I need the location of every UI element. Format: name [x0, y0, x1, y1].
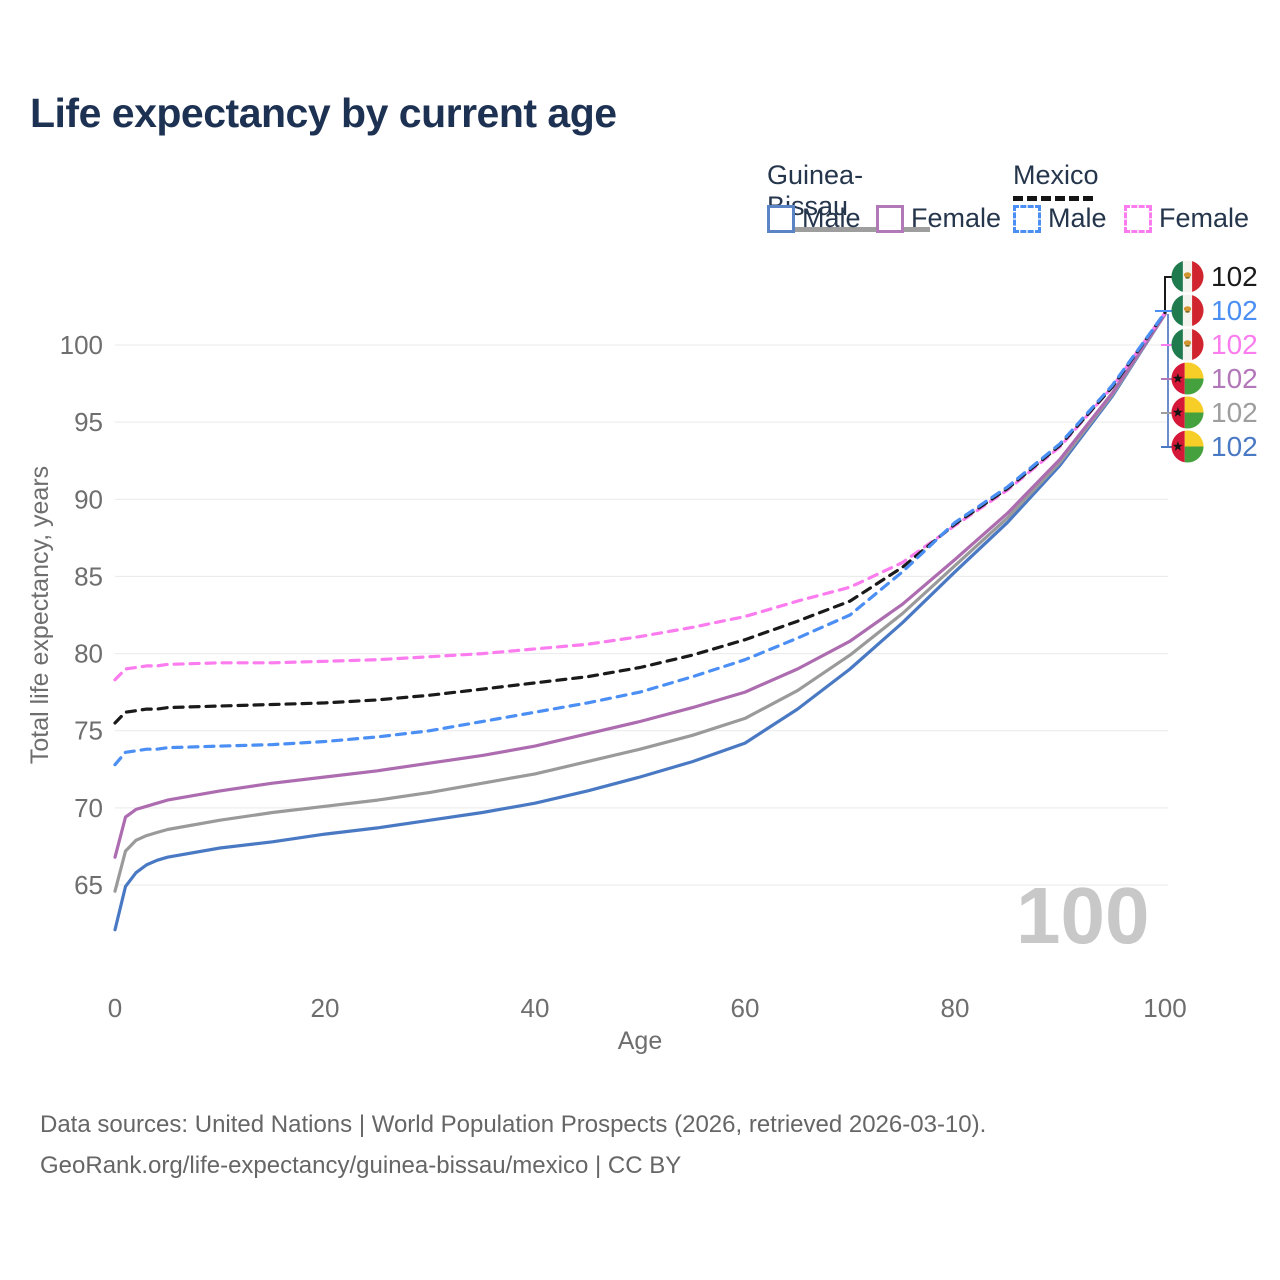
legend-item-mexico-female[interactable]: Female [1124, 203, 1249, 234]
legend-item-guinea-bissau-male[interactable]: Male [767, 203, 861, 234]
end-value: 102 [1211, 294, 1258, 326]
end-label-mexico-female: 102 [1171, 328, 1258, 361]
x-axis-ticks: 0 20 40 60 80 100 [108, 993, 1187, 1023]
guinea-bissau-flag-icon [1171, 396, 1204, 429]
line-mexico-female[interactable] [113, 311, 1167, 682]
mexico-female-swatch-icon[interactable] [1124, 204, 1152, 233]
footer-line-1: Data sources: United Nations | World Pop… [40, 1111, 987, 1138]
end-value: 102 [1211, 362, 1258, 394]
mexico-flag-icon [1171, 328, 1204, 361]
mexico-flag-icon [1171, 260, 1204, 293]
x-axis-title: Age [618, 1027, 662, 1055]
end-value: 102 [1211, 430, 1258, 462]
gridlines [115, 344, 1168, 886]
y-tick-80: 80 [74, 639, 103, 669]
footer-line-2: GeoRank.org/life-expectancy/guinea-bissa… [40, 1152, 682, 1179]
guinea-bissau-flag-icon [1171, 362, 1204, 395]
y-axis-title: Total life expectancy, years [26, 466, 54, 764]
legend-item-guinea-bissau-female[interactable]: Female [876, 203, 1001, 234]
end-value: 102 [1211, 260, 1258, 292]
y-tick-65: 65 [74, 870, 103, 900]
x-tick-80: 80 [941, 993, 970, 1023]
legend-label: Female [1159, 203, 1250, 233]
guinea-bissau-female-swatch-icon[interactable] [876, 204, 904, 233]
y-tick-95: 95 [74, 407, 103, 437]
legend-group-mexico: Mexico [1013, 160, 1099, 201]
y-tick-90: 90 [74, 484, 103, 514]
y-tick-85: 85 [74, 561, 103, 591]
end-value: 102 [1211, 328, 1258, 360]
end-label-guinea-bissau-total: 102 [1171, 396, 1258, 429]
legend-item-mexico-male[interactable]: Male [1013, 203, 1107, 234]
x-tick-100: 100 [1143, 993, 1186, 1023]
series-lines [113, 311, 1167, 932]
x-tick-60: 60 [731, 993, 760, 1023]
end-value: 102 [1211, 396, 1258, 428]
legend-group-guinea-bissau: Guinea-Bissau [767, 160, 930, 232]
y-tick-75: 75 [74, 716, 103, 746]
end-label-mexico-total: 102 [1171, 260, 1258, 293]
end-label-mexico-male: 102 [1171, 294, 1258, 327]
line-guinea-bissau-female[interactable] [113, 312, 1167, 859]
line-mexico-male[interactable] [113, 311, 1167, 767]
legend-label: Male [1048, 203, 1107, 233]
y-tick-100: 100 [60, 330, 103, 360]
x-tick-40: 40 [521, 993, 550, 1023]
guinea-bissau-male-swatch-icon[interactable] [767, 204, 795, 233]
line-guinea-bissau-total[interactable] [113, 312, 1167, 893]
y-axis-ticks: 65 70 75 80 85 90 95 100 [60, 330, 103, 900]
mexico-flag-icon [1171, 294, 1204, 327]
end-label-connectors [1155, 276, 1174, 448]
page-title: Life expectancy by current age [30, 90, 617, 136]
guinea-bissau-flag-icon [1171, 430, 1204, 463]
legend-label: Male [802, 203, 861, 233]
x-tick-20: 20 [311, 993, 340, 1023]
line-guinea-bissau-male[interactable] [113, 312, 1167, 932]
legend-label: Female [911, 203, 1002, 233]
data-sources-footer: Data sources: United Nations | World Pop… [40, 1104, 986, 1186]
x-tick-0: 0 [108, 993, 122, 1023]
y-tick-70: 70 [74, 793, 103, 823]
end-label-guinea-bissau-male: 102 [1171, 430, 1258, 463]
mexico-male-swatch-icon[interactable] [1013, 204, 1041, 233]
end-label-guinea-bissau-female: 102 [1171, 362, 1258, 395]
age-watermark: 100 [1016, 871, 1150, 960]
